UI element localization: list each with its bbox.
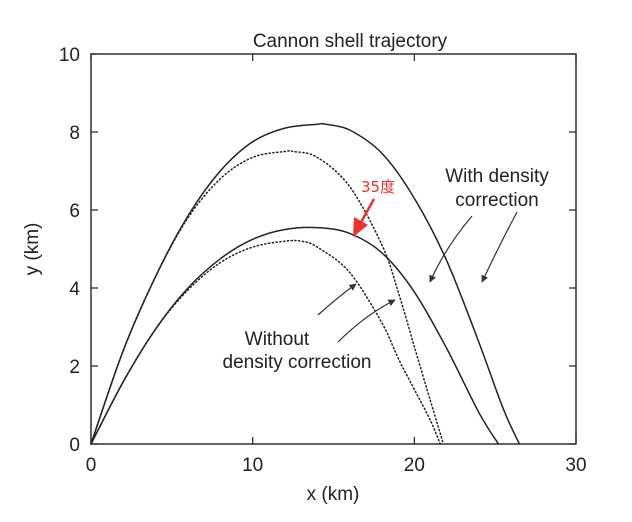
y-tick-label: 0 (69, 435, 80, 456)
annotation-arrow-without-density-1 (317, 283, 357, 316)
x-tick-label: 20 (404, 455, 425, 476)
annotation-arrow-with-density-2 (481, 211, 518, 283)
x-tick-label: 30 (565, 455, 586, 476)
x-tick-label: 0 (86, 455, 97, 476)
series-line-4-dotted (90, 239, 441, 445)
annotation-without-density-line2: density correction (223, 352, 372, 373)
y-tick-label: 4 (69, 279, 80, 300)
series-line-2-dotted (90, 150, 445, 445)
annotation-arrow-without-density-2 (337, 299, 396, 343)
x-tick-label: 10 (242, 455, 263, 476)
y-tick-label: 2 (69, 357, 80, 378)
annotation-35-degree-label: 35度 (361, 178, 395, 196)
series-group (90, 122, 521, 445)
axis-ticks: 0 10 20 30 0 2 4 6 8 10 (59, 45, 587, 476)
plot-frame (90, 53, 577, 445)
annotation-arrow-with-density-1 (429, 215, 473, 283)
y-tick-label: 6 (69, 201, 80, 222)
annotation-red-arrowhead (353, 217, 368, 237)
y-axis-label: y (km) (22, 223, 43, 276)
x-axis-label: x (km) (307, 484, 360, 505)
annotation-with-density-line2: correction (455, 190, 538, 211)
annotation-with-density-line1: With density (445, 166, 549, 187)
annotation-red-arrow-shaft (358, 198, 376, 225)
y-tick-label: 8 (69, 123, 80, 144)
y-tick-label: 10 (59, 45, 80, 66)
annotation-without-density-line1: Without (245, 329, 310, 350)
chart-title: Cannon shell trajectory (253, 31, 448, 52)
